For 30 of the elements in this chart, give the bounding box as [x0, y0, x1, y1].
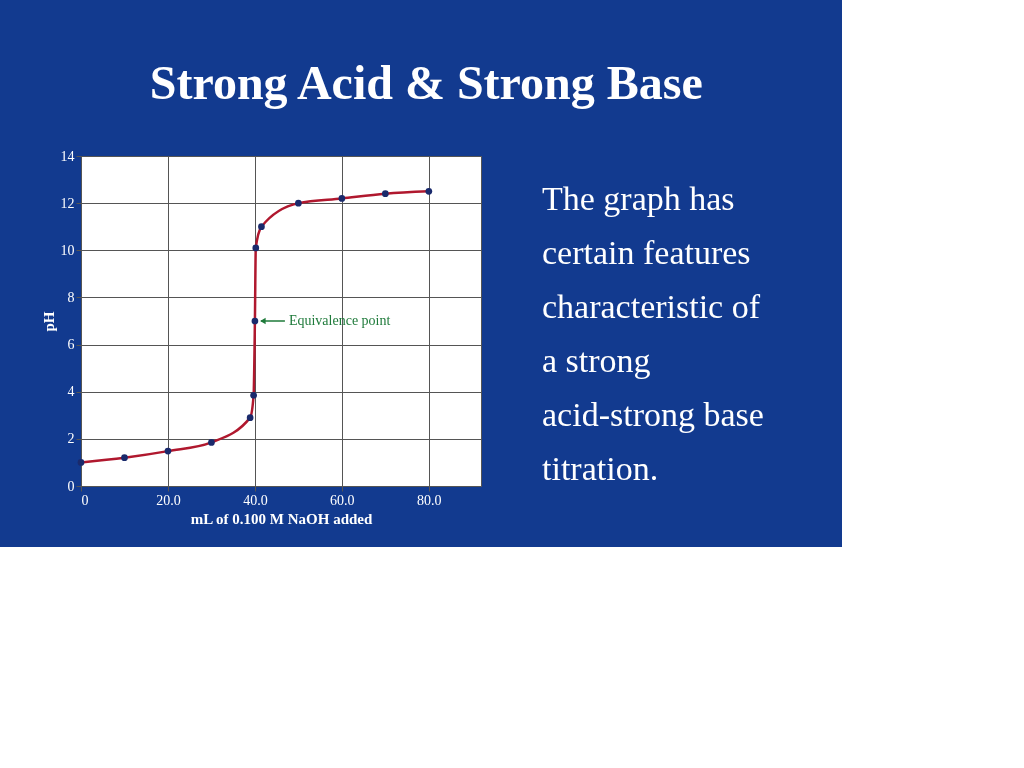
x-tick-label: 60.0 [330, 492, 355, 508]
y-tick-label: 6 [67, 337, 75, 353]
point [77, 459, 85, 466]
x-tick-label: 20.0 [156, 492, 181, 508]
point [246, 414, 254, 421]
point [258, 223, 265, 231]
y-axis-title: pH [40, 311, 57, 332]
point [121, 454, 128, 462]
point [208, 439, 215, 446]
y-tick-label: 12 [60, 195, 75, 211]
point [250, 391, 257, 399]
y-tick-label: 2 [67, 431, 75, 447]
point [338, 195, 346, 202]
point [164, 447, 172, 455]
y-tick-label: 8 [67, 289, 75, 305]
x-tick-label: 80.0 [417, 492, 442, 508]
point [251, 317, 259, 325]
x-axis-title: mL of 0.100 M NaOH added [190, 510, 373, 527]
y-tick-label: 4 [67, 384, 75, 400]
x-tick-label: 0 [81, 492, 89, 508]
x-tick-label: 40.0 [243, 492, 268, 508]
chart-title: Strong Acid & Strong Base [149, 55, 703, 109]
y-tick-label: 10 [60, 242, 75, 258]
y-tick-label: 14 [60, 148, 75, 164]
text: The graph has certain features characteristic of a strong acid-strong base titration. [542, 180, 764, 487]
point [425, 188, 433, 195]
point [252, 244, 260, 252]
point [295, 199, 302, 207]
point [381, 190, 389, 198]
y-tick-label: 0 [67, 478, 75, 494]
